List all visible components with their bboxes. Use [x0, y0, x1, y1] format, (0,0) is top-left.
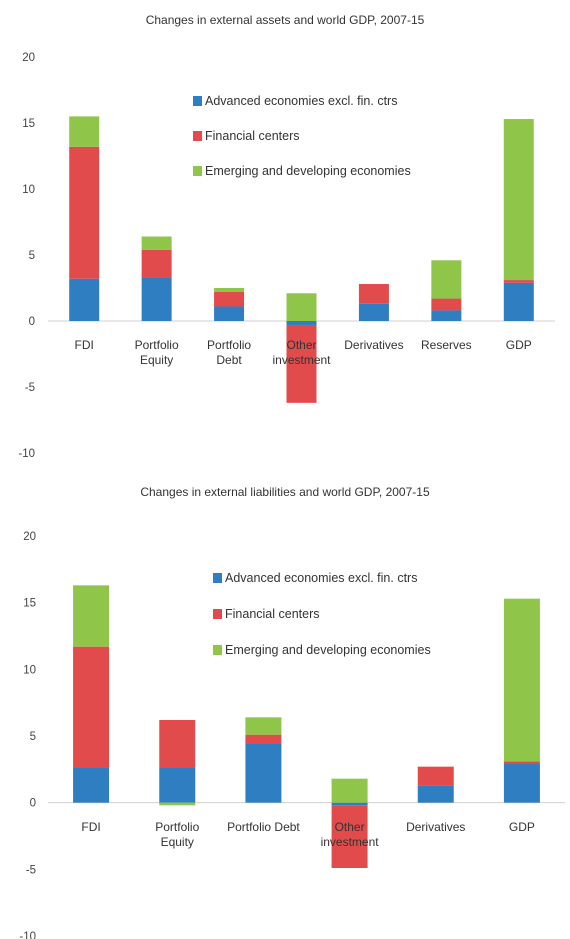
bar-segment [417, 785, 454, 803]
category-label: Reserves [421, 338, 472, 352]
y-tick-label: 10 [22, 184, 35, 196]
category-label: Equity [140, 353, 173, 367]
legend-label: Advanced economies excl. fin. ctrs [225, 571, 417, 585]
bar-segment [73, 585, 110, 647]
y-tick-label: -10 [19, 931, 36, 939]
bar-segment [431, 298, 462, 311]
y-tick-label: 15 [23, 598, 36, 610]
bar-segment [431, 260, 462, 299]
bar-segment [503, 598, 540, 762]
bar-segment [286, 324, 317, 403]
bar-segment [159, 720, 196, 768]
legend-swatch [213, 609, 222, 619]
bar-segment [286, 321, 317, 325]
y-tick-label: 0 [30, 798, 36, 810]
legend-label: Financial centers [205, 129, 300, 143]
y-tick-label: 5 [29, 250, 35, 262]
bar-segment [286, 293, 317, 321]
bar-segment [417, 766, 454, 786]
bar-segment [214, 291, 245, 307]
y-tick-label: 20 [22, 52, 35, 64]
y-tick-label: 5 [30, 731, 36, 743]
bar-segment [69, 146, 100, 279]
bar-segment [358, 284, 389, 304]
bar-segment [73, 646, 110, 768]
bar-segment [159, 802, 196, 806]
category-label: FDI [75, 338, 94, 352]
assets-chart: Changes in external assets and world GDP… [18, 13, 555, 460]
legend-swatch [213, 645, 222, 655]
legend-label: Emerging and developing economies [205, 164, 411, 178]
legend-swatch [193, 131, 202, 141]
bar-segment [503, 761, 540, 764]
legend-swatch [193, 166, 202, 176]
category-label: Portfolio [155, 820, 199, 834]
bar-segment [503, 764, 540, 803]
chart-title: Changes in external assets and world GDP… [146, 13, 425, 27]
bar-segment [141, 236, 172, 250]
category-label: investment [321, 835, 380, 849]
bar-segment [214, 306, 245, 321]
bar-segment [331, 805, 368, 868]
bar-segment [431, 310, 462, 321]
bar-segment [141, 249, 172, 278]
legend-swatch [213, 573, 222, 583]
bar-segment [69, 278, 100, 321]
bar-segment [503, 280, 534, 283]
y-tick-label: -5 [25, 382, 35, 394]
liabilities-chart: Changes in external liabilities and worl… [19, 485, 565, 939]
category-label: Debt [216, 353, 242, 367]
y-tick-label: 20 [23, 531, 36, 543]
chart-title: Changes in external liabilities and worl… [140, 485, 430, 499]
bar-segment [141, 277, 172, 321]
bar-segment [245, 717, 282, 735]
legend-swatch [193, 96, 202, 106]
bar-segment [159, 768, 196, 803]
bar-segment [503, 119, 534, 281]
bar-segment [245, 734, 282, 744]
bar-segment [331, 802, 368, 806]
category-label: GDP [506, 338, 532, 352]
legend-label: Financial centers [225, 607, 320, 621]
category-label: Derivatives [344, 338, 403, 352]
category-label: Portfolio Debt [227, 820, 300, 834]
y-tick-label: -5 [26, 864, 36, 876]
category-label: Derivatives [406, 820, 465, 834]
y-tick-label: 10 [23, 664, 36, 676]
bar-segment [331, 778, 368, 803]
bar-segment [503, 282, 534, 321]
bar-segment [358, 303, 389, 321]
y-tick-label: 0 [29, 316, 35, 328]
category-label: GDP [509, 820, 535, 834]
category-label: Other [286, 338, 316, 352]
legend-label: Emerging and developing economies [225, 643, 431, 657]
bar-segment [69, 116, 100, 147]
legend-label: Advanced economies excl. fin. ctrs [205, 94, 397, 108]
bar-segment [214, 288, 245, 292]
category-label: investment [272, 353, 331, 367]
bar-segment [245, 744, 282, 803]
category-label: Equity [161, 835, 194, 849]
category-label: Portfolio [207, 338, 251, 352]
category-label: FDI [81, 820, 100, 834]
bar-segment [73, 768, 110, 803]
category-label: Portfolio [135, 338, 179, 352]
y-tick-label: -10 [18, 448, 35, 460]
y-tick-label: 15 [22, 118, 35, 130]
category-label: Other [335, 820, 365, 834]
